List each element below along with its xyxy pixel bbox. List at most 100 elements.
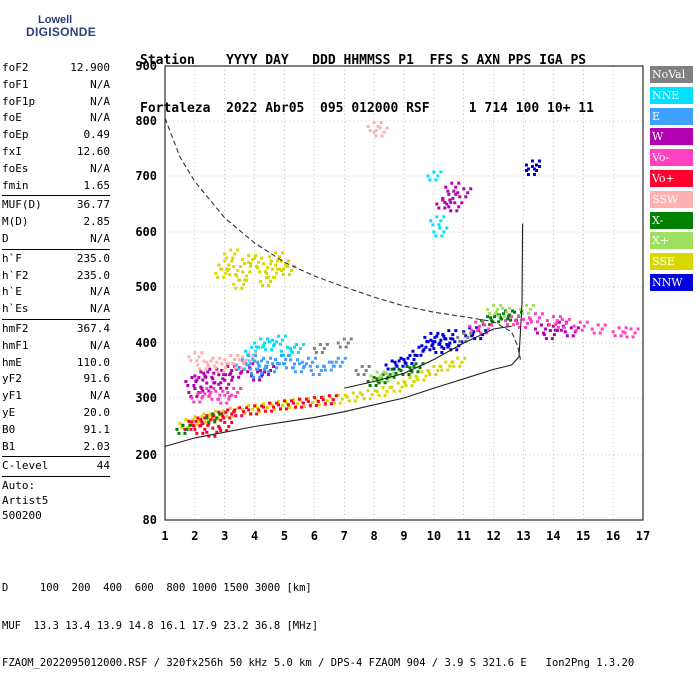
echo-point (287, 406, 291, 410)
echo-point (434, 178, 438, 182)
param-value: 44 (96, 459, 110, 473)
echo-point (218, 426, 222, 430)
echo-point (275, 340, 279, 344)
echo-point (222, 370, 226, 374)
echo-point (420, 370, 424, 374)
echo-point (189, 427, 193, 431)
echo-point (262, 356, 266, 360)
echo-point (469, 331, 473, 335)
echo-point (325, 399, 329, 403)
echo-point (221, 414, 225, 418)
echo-point (219, 429, 223, 432)
echo-point (193, 387, 197, 390)
echo-point (392, 389, 396, 393)
echo-point (371, 378, 375, 382)
echo-point (366, 389, 370, 393)
param-divider (2, 476, 110, 478)
echo-point (413, 353, 417, 357)
echo-point (281, 251, 285, 255)
echo-point (624, 326, 628, 330)
echo-point (200, 351, 204, 355)
param-row: yF2 91.6 (2, 371, 110, 388)
legend-item-sse: SSE (650, 253, 693, 271)
echo-point (483, 323, 487, 327)
echo-point (226, 391, 230, 394)
echo-point (300, 360, 304, 364)
echo-point (495, 310, 499, 314)
echo-point (508, 306, 512, 310)
echo-point (284, 358, 288, 361)
echo-point (188, 423, 192, 427)
trace-curve (164, 223, 524, 447)
echo-point (366, 380, 370, 383)
echo-point (334, 394, 338, 398)
echo-point (269, 369, 273, 372)
echo-point (276, 259, 280, 263)
param-row: foEs N/A (2, 161, 110, 178)
echo-point (327, 394, 331, 398)
echo-point (530, 159, 534, 163)
echo-point (422, 378, 426, 382)
echo-point (255, 412, 259, 416)
echo-point (271, 403, 275, 407)
echo-point (486, 307, 490, 311)
param-row: M(D) 2.85 (2, 214, 110, 231)
echo-point (274, 263, 278, 267)
echo-point (434, 234, 438, 238)
echo-point (347, 399, 351, 403)
echo-point (511, 309, 515, 313)
echo-point (332, 401, 336, 405)
echo-point (211, 356, 215, 360)
echo-point (466, 191, 470, 195)
param-row: yE 20.0 (2, 405, 110, 422)
echo-point (418, 366, 422, 370)
echo-point (457, 181, 461, 185)
legend-item-x: X+ (650, 232, 693, 250)
echo-point (231, 375, 235, 379)
echo-point (611, 330, 615, 334)
echo-point (384, 371, 388, 375)
echo-point (416, 378, 420, 382)
echo-point (501, 306, 505, 310)
echo-point (336, 393, 340, 397)
echo-point (540, 312, 544, 316)
legend-item-x: X- (650, 211, 693, 229)
echo-point (200, 415, 204, 419)
echo-point (311, 373, 315, 376)
echo-point (193, 427, 197, 431)
echo-point (298, 347, 302, 350)
echo-point (569, 326, 573, 330)
echo-point (207, 422, 211, 426)
echo-point (433, 335, 437, 339)
ionogram-chart: 1 2 3 4 5 6 7 8 9 10 11 12 13 14 15 16 17200300400500600… (135, 59, 650, 543)
echo-point (267, 275, 271, 279)
echo-point (243, 278, 247, 282)
x-tick-label: 5 (281, 529, 288, 543)
echo-point (573, 330, 577, 334)
echo-point (457, 205, 461, 209)
echo-point (450, 181, 454, 185)
echo-point (439, 219, 443, 223)
echo-point (270, 348, 274, 352)
echo-point (507, 314, 511, 318)
echo-point (487, 327, 491, 331)
echo-point (288, 347, 292, 350)
echo-point (222, 275, 226, 279)
echo-point (331, 398, 335, 402)
echo-point (468, 324, 472, 328)
echo-point (367, 365, 371, 368)
echo-point (381, 373, 385, 377)
echo-point (578, 320, 582, 324)
echo-point (391, 371, 395, 375)
y-tick-label: 700 (135, 169, 157, 183)
echo-point (600, 327, 604, 331)
echo-point (489, 316, 493, 320)
param-row: hmE 110.0 (2, 355, 110, 372)
echo-point (220, 362, 224, 366)
param-row: foEp 0.49 (2, 127, 110, 144)
echo-point (381, 385, 385, 389)
echo-point (479, 337, 483, 341)
echo-point (434, 351, 438, 354)
echo-point (471, 333, 475, 337)
echo-point (309, 369, 313, 372)
